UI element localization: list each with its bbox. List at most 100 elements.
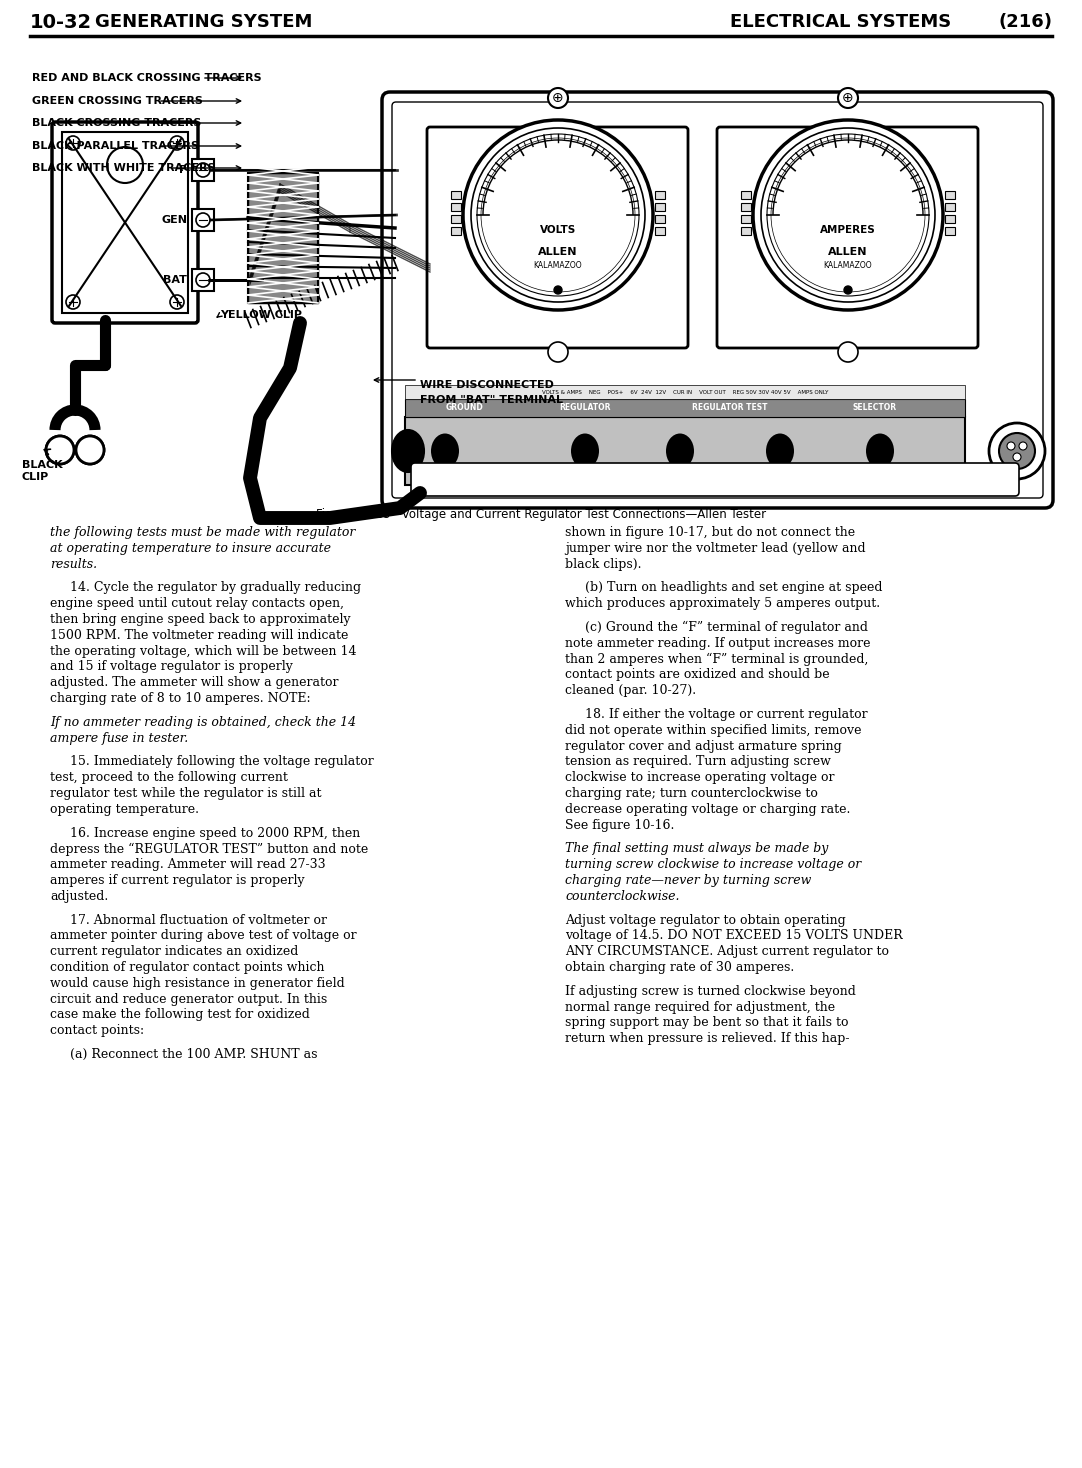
Circle shape	[76, 436, 104, 464]
Text: 17. Abnormal fluctuation of voltmeter or: 17. Abnormal fluctuation of voltmeter or	[70, 913, 327, 926]
Text: current regulator indicates an oxidized: current regulator indicates an oxidized	[50, 945, 299, 959]
Text: amperes if current regulator is properly: amperes if current regulator is properly	[50, 873, 305, 887]
Bar	[451, 228, 461, 235]
Circle shape	[196, 163, 210, 178]
FancyBboxPatch shape	[382, 92, 1053, 508]
Text: did not operate within specified limits, remove: did not operate within specified limits,…	[565, 724, 861, 737]
Bar	[945, 191, 955, 200]
Text: If no ammeter reading is obtained, check the 14: If no ammeter reading is obtained, check…	[50, 716, 356, 728]
Text: charging rate—never by turning screw: charging rate—never by turning screw	[565, 873, 812, 887]
Text: 15. Immediately following the voltage regulator: 15. Immediately following the voltage re…	[70, 756, 373, 768]
Circle shape	[170, 137, 184, 150]
Text: YELLOW CLIP: YELLOW CLIP	[220, 310, 302, 320]
Circle shape	[66, 137, 80, 150]
Circle shape	[989, 423, 1045, 479]
Text: shown in figure 10-17, but do not connect the: shown in figure 10-17, but do not connec…	[565, 526, 855, 539]
Text: voltage of 14.5. DO NOT EXCEED 15 VOLTS UNDER: voltage of 14.5. DO NOT EXCEED 15 VOLTS …	[565, 929, 902, 942]
Text: contact points are oxidized and should be: contact points are oxidized and should b…	[565, 668, 830, 681]
Text: AMPERES: AMPERES	[820, 225, 875, 235]
Circle shape	[753, 120, 944, 310]
Text: black clips).: black clips).	[565, 558, 642, 571]
Bar	[192, 159, 214, 181]
Ellipse shape	[866, 433, 894, 468]
Circle shape	[547, 342, 568, 363]
Text: results.: results.	[50, 558, 97, 571]
Bar	[248, 173, 318, 302]
Text: cleaned (par. 10-27).: cleaned (par. 10-27).	[565, 684, 696, 697]
Text: ANY CIRCUMSTANCE. Adjust current regulator to: ANY CIRCUMSTANCE. Adjust current regulat…	[565, 945, 889, 959]
Text: obtain charging rate of 30 amperes.: obtain charging rate of 30 amperes.	[565, 962, 794, 973]
Text: condition of regulator contact points which: condition of regulator contact points wh…	[50, 962, 325, 973]
Text: ammeter reading. Ammeter will read 27-33: ammeter reading. Ammeter will read 27-33	[50, 859, 326, 871]
Circle shape	[547, 88, 568, 109]
Text: (c) Ground the “F” terminal of regulator and: (c) Ground the “F” terminal of regulator…	[585, 621, 868, 634]
Circle shape	[761, 128, 935, 302]
Text: ⊕: ⊕	[552, 91, 564, 106]
Bar	[62, 132, 188, 313]
Text: note ammeter reading. If output increases more: note ammeter reading. If output increase…	[565, 637, 871, 650]
Circle shape	[196, 213, 210, 228]
Text: GREEN CROSSING TRACERS: GREEN CROSSING TRACERS	[32, 95, 203, 106]
Text: regulator test while the regulator is still at: regulator test while the regulator is st…	[50, 787, 321, 800]
Text: engine speed until cutout relay contacts open,: engine speed until cutout relay contacts…	[50, 597, 344, 611]
Text: the following tests must be made with regulator: the following tests must be made with re…	[50, 526, 355, 539]
Text: 10-32: 10-32	[30, 13, 92, 32]
Circle shape	[1019, 442, 1027, 451]
Text: BLACK CROSSING TRACERS: BLACK CROSSING TRACERS	[32, 117, 201, 128]
Text: 16. Increase engine speed to 2000 RPM, then: 16. Increase engine speed to 2000 RPM, t…	[70, 826, 360, 840]
Bar	[741, 214, 751, 223]
Text: charging rate; turn counterclockwise to: charging rate; turn counterclockwise to	[565, 787, 818, 800]
Bar	[451, 214, 461, 223]
Bar	[405, 399, 965, 417]
Text: circuit and reduce generator output. In this: circuit and reduce generator output. In …	[50, 992, 327, 1006]
Ellipse shape	[571, 433, 599, 468]
Circle shape	[999, 433, 1035, 468]
Text: BLACK WITH WHITE TRACERS: BLACK WITH WHITE TRACERS	[32, 163, 215, 173]
Text: clockwise to increase operating voltage or: clockwise to increase operating voltage …	[565, 771, 834, 784]
Text: 18. If either the voltage or current regulator: 18. If either the voltage or current reg…	[585, 708, 868, 721]
Text: test, proceed to the following current: test, proceed to the following current	[50, 771, 288, 784]
Text: BAT: BAT	[163, 275, 187, 285]
Text: the operating voltage, which will be between 14: the operating voltage, which will be bet…	[50, 644, 356, 658]
Circle shape	[837, 342, 858, 363]
Text: VOLTS & AMPS    NEG    POS+    6V  24V  12V    CUR IN    VOLT OUT    REG 50V 30V: VOLTS & AMPS NEG POS+ 6V 24V 12V CUR IN …	[542, 389, 828, 395]
Bar	[451, 203, 461, 211]
Bar	[192, 208, 214, 230]
Text: then bring engine speed back to approximately: then bring engine speed back to approxim…	[50, 614, 351, 625]
Circle shape	[170, 295, 184, 308]
Circle shape	[1007, 442, 1015, 451]
Text: ampere fuse in tester.: ampere fuse in tester.	[50, 731, 188, 744]
Circle shape	[554, 286, 562, 294]
Ellipse shape	[766, 433, 794, 468]
Circle shape	[76, 436, 104, 464]
Text: (216): (216)	[998, 13, 1052, 31]
Circle shape	[196, 273, 210, 288]
Text: at operating temperature to insure accurate: at operating temperature to insure accur…	[50, 542, 331, 555]
Text: 14. Cycle the regulator by gradually reducing: 14. Cycle the regulator by gradually red…	[70, 581, 361, 595]
Text: FROM "BAT" TERMINAL: FROM "BAT" TERMINAL	[420, 395, 563, 405]
Text: ⊕: ⊕	[842, 91, 854, 106]
Text: would cause high resistance in generator field: would cause high resistance in generator…	[50, 976, 345, 989]
Text: See figure 10-16.: See figure 10-16.	[565, 819, 674, 831]
Bar	[741, 191, 751, 200]
FancyBboxPatch shape	[411, 462, 1019, 496]
Text: regulator cover and adjust armature spring: regulator cover and adjust armature spri…	[565, 740, 842, 753]
Bar	[405, 385, 965, 399]
Bar	[655, 214, 665, 223]
Text: KALAMAZOO: KALAMAZOO	[823, 261, 872, 270]
Text: ALLEN: ALLEN	[828, 247, 868, 257]
Circle shape	[66, 295, 80, 308]
Text: GENERATING SYSTEM: GENERATING SYSTEM	[95, 13, 313, 31]
Bar	[655, 203, 665, 211]
Text: counterclockwise.: counterclockwise.	[565, 890, 679, 903]
Text: contact points:: contact points:	[50, 1025, 144, 1038]
Bar	[945, 203, 955, 211]
Text: depress the “REGULATOR TEST” button and note: depress the “REGULATOR TEST” button and …	[50, 843, 368, 856]
Bar	[741, 203, 751, 211]
Circle shape	[1013, 454, 1021, 461]
Text: normal range required for adjustment, the: normal range required for adjustment, th…	[565, 1001, 835, 1013]
Text: F: F	[180, 164, 187, 175]
Bar	[405, 417, 965, 484]
Text: Adjust voltage regulator to obtain operating: Adjust voltage regulator to obtain opera…	[565, 913, 846, 926]
Text: ammeter pointer during above test of voltage or: ammeter pointer during above test of vol…	[50, 929, 357, 942]
